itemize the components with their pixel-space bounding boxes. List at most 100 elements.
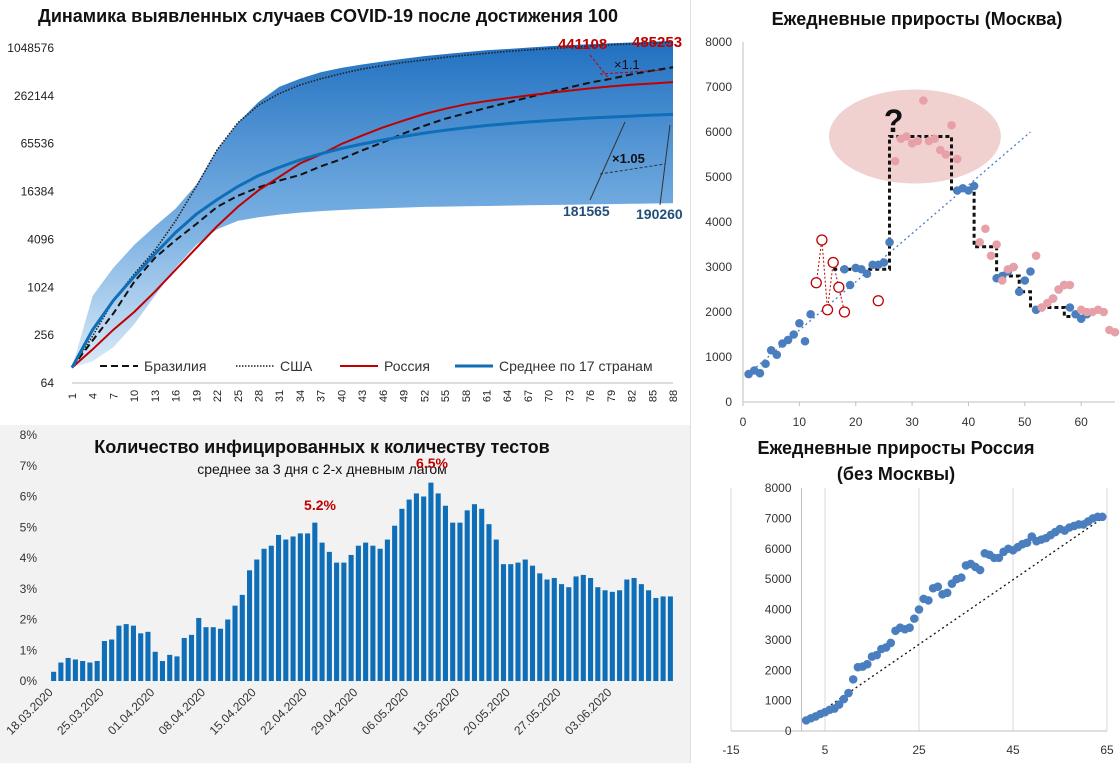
bar [529, 565, 536, 681]
bar [305, 533, 311, 681]
chart-title: Динамика выявленных случаев COVID-19 пос… [38, 6, 618, 26]
bar [653, 597, 659, 681]
y-tick-label: 4096 [27, 232, 54, 246]
data-point [919, 96, 928, 105]
x-tick-label: 4 [88, 393, 100, 399]
bar [152, 651, 158, 681]
x-tick-label: 25 [912, 743, 926, 757]
annotation-label: ×1.05 [612, 151, 645, 166]
x-tick-label: 08.04.2020 [156, 685, 209, 738]
annotation-label: 5.2% [304, 497, 336, 513]
bar [51, 671, 57, 681]
bar [558, 584, 565, 681]
data-point [997, 276, 1007, 285]
bar [312, 522, 318, 681]
data-point [905, 623, 914, 633]
y-tick-label: 1024 [27, 280, 54, 294]
data-point [1031, 251, 1041, 261]
annotation-leader [599, 163, 666, 175]
x-tick-label: 7 [108, 393, 120, 399]
bar [225, 619, 231, 681]
data-point [839, 694, 849, 704]
data-point [942, 588, 952, 598]
chart-russia-daily-svg: Ежедневные приросты Россия (без Москвы) -1… [722, 438, 1114, 757]
bar [551, 577, 557, 681]
x-tick-label: 58 [461, 390, 473, 402]
bar [348, 554, 354, 681]
bar [181, 637, 187, 681]
data-point [1009, 262, 1018, 272]
y-tick-label: 8000 [705, 35, 732, 49]
chart-title: Ежедневные приросты (Москва) [772, 9, 1063, 29]
x-tick-label: 40 [962, 415, 976, 429]
data-point [806, 309, 815, 319]
y-tick-label: 1048576 [7, 41, 54, 55]
annotation-label: 181565 [563, 203, 610, 219]
data-point [992, 240, 1001, 249]
data-point-open [872, 295, 884, 307]
data-point [957, 573, 966, 582]
bar [370, 545, 376, 681]
series-line [71, 81, 674, 369]
bar [319, 542, 325, 681]
bar [522, 559, 528, 681]
legend-label: Бразилия [144, 358, 206, 374]
bar [261, 548, 267, 681]
bar [573, 576, 579, 681]
y-tick-label: 6000 [765, 542, 792, 556]
x-tick-label: 46 [378, 390, 390, 402]
x-tick-label: 20 [849, 415, 863, 429]
data-point-open [821, 304, 834, 316]
x-tick-label: 31 [274, 390, 286, 402]
bar [479, 508, 485, 681]
data-point [1020, 276, 1030, 285]
bar [631, 577, 637, 681]
bar [290, 536, 296, 681]
bar [334, 562, 340, 681]
data-point [761, 359, 770, 369]
y-tick-label: 3000 [705, 260, 732, 274]
x-tick-label: 45 [1006, 743, 1020, 757]
y-tick-label: 64 [41, 376, 55, 390]
bar [588, 577, 594, 681]
y-tick-label: 1000 [765, 694, 792, 708]
y-tick-label: 4000 [765, 603, 792, 617]
annotation-label: 190260 [636, 206, 683, 222]
y-tick-label: 5% [20, 520, 38, 534]
bar [167, 654, 173, 681]
y-tick-label: 2000 [705, 305, 732, 319]
data-point [1099, 307, 1109, 317]
data-point [933, 582, 943, 592]
x-tick-label: 25 [233, 390, 245, 402]
bar [188, 634, 195, 681]
bar [428, 482, 434, 681]
chart-log-cases: Динамика выявленных случаев COVID-19 пос… [0, 0, 690, 425]
x-tick-label: 16 [171, 390, 183, 402]
data-point [845, 280, 855, 290]
bar [254, 559, 260, 681]
y-tick-label: 4% [20, 551, 38, 565]
bar [566, 587, 572, 681]
x-tick-label: 34 [295, 390, 307, 402]
data-point-open [827, 256, 839, 269]
data-point [1065, 280, 1075, 290]
bar [116, 625, 122, 681]
x-tick-label: 1 [67, 393, 79, 399]
data-point-open [816, 234, 828, 246]
bar [297, 533, 303, 681]
chart-russia-daily: Ежедневные приросты Россия (без Москвы) -1… [690, 430, 1120, 763]
x-tick-label: 37 [316, 390, 328, 402]
x-tick-label: 28 [254, 390, 266, 402]
x-tick-label: 43 [357, 390, 369, 402]
bar [609, 591, 615, 681]
bar [58, 662, 64, 681]
data-point [941, 150, 951, 159]
annotation-leader [599, 69, 666, 75]
y-tick-label: 256 [34, 328, 54, 342]
chart-moscow-daily: Ежедневные приросты (Москва) 0 1000 2000 300… [690, 0, 1120, 430]
x-tick-label: 06.05.2020 [359, 685, 412, 738]
bar [638, 584, 644, 681]
bar [384, 539, 390, 681]
x-tick-label: 18.03.2020 [3, 685, 56, 738]
series-line [71, 66, 674, 369]
